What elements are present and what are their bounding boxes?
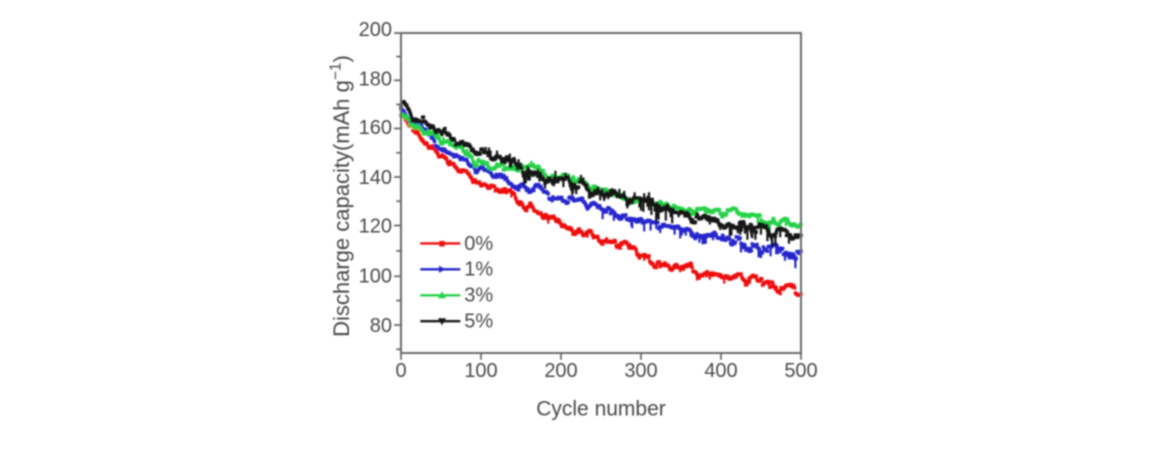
svg-text:500: 500 bbox=[784, 360, 817, 382]
svg-text:200: 200 bbox=[544, 360, 577, 382]
svg-text:100: 100 bbox=[359, 266, 392, 288]
svg-text:300: 300 bbox=[624, 360, 657, 382]
svg-text:120: 120 bbox=[359, 216, 392, 238]
svg-text:0%: 0% bbox=[464, 233, 493, 255]
svg-text:200: 200 bbox=[359, 19, 392, 41]
svg-text:400: 400 bbox=[704, 360, 737, 382]
svg-text:Discharge capacity(mAh g−1): Discharge capacity(mAh g−1) bbox=[328, 55, 355, 337]
svg-text:5%: 5% bbox=[464, 311, 493, 333]
svg-text:80: 80 bbox=[370, 315, 392, 337]
svg-text:3%: 3% bbox=[464, 285, 493, 307]
svg-text:160: 160 bbox=[359, 117, 392, 139]
svg-text:1%: 1% bbox=[464, 259, 493, 281]
svg-text:Cycle number: Cycle number bbox=[536, 398, 666, 421]
svg-text:180: 180 bbox=[359, 68, 392, 90]
svg-text:140: 140 bbox=[359, 167, 392, 189]
svg-text:0: 0 bbox=[395, 360, 406, 382]
svg-text:100: 100 bbox=[464, 360, 497, 382]
